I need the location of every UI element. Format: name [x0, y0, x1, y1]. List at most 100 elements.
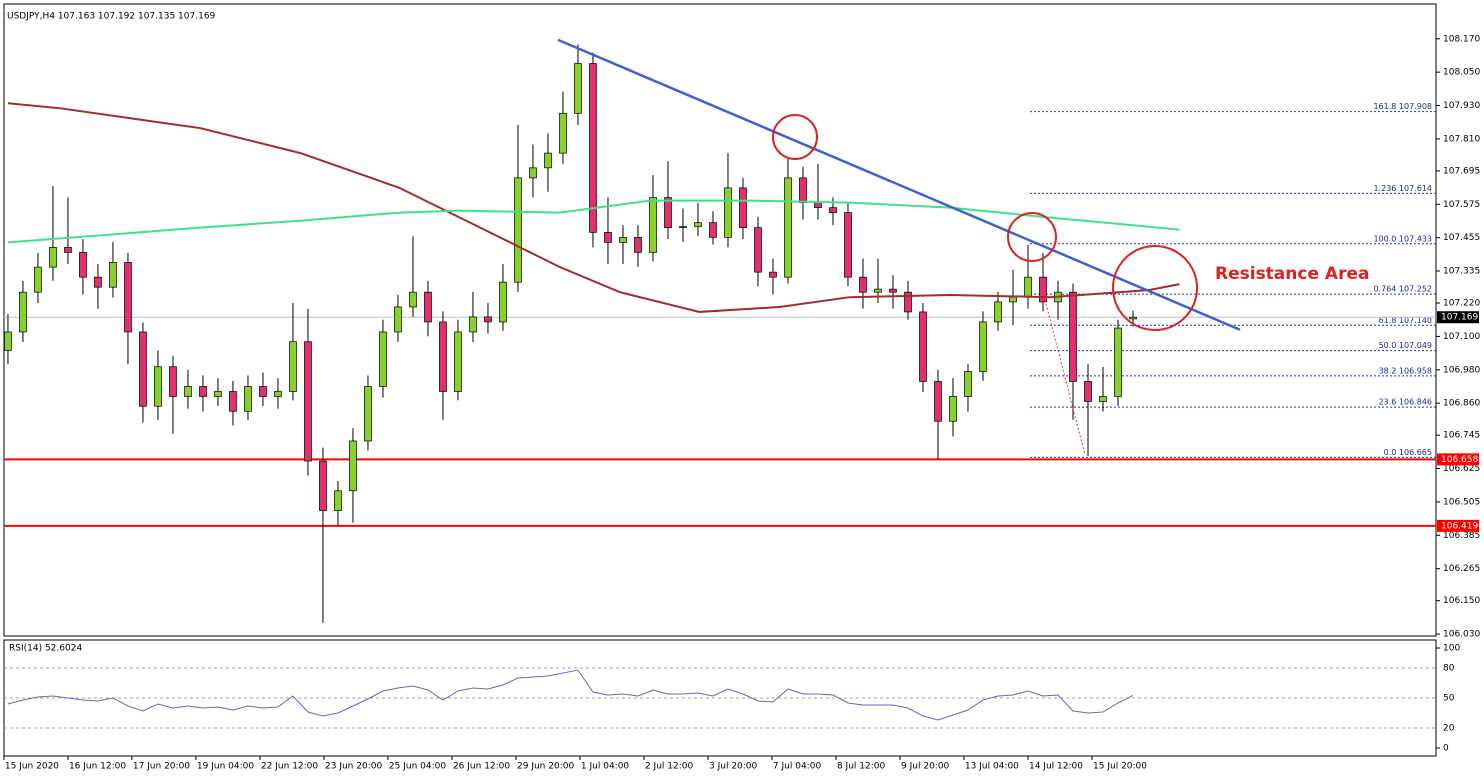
fib-label: 38.2 106.958: [1379, 366, 1432, 375]
fib-label: 61.8 107.140: [1379, 316, 1432, 325]
candle-body: [49, 247, 57, 268]
y-tick-label: 106.860: [1443, 399, 1480, 409]
current-price-label: 107.169: [1441, 313, 1478, 323]
candle-body: [1129, 316, 1137, 320]
x-tick-label: 19 Jun 04:00: [197, 762, 254, 772]
y-tick-label: 107.575: [1443, 200, 1480, 210]
y-tick-label: 106.745: [1443, 431, 1480, 441]
candle-body: [529, 167, 537, 179]
candle-body: [1009, 296, 1017, 303]
candle-body: [979, 321, 987, 372]
y-tick-label: 108.170: [1443, 34, 1480, 44]
candle-body: [799, 177, 807, 203]
annotation: Resistance Area: [1215, 264, 1369, 284]
candle-body: [814, 202, 822, 208]
candle-body: [634, 237, 642, 253]
candle-body: [619, 237, 627, 243]
candle-body: [229, 391, 237, 412]
x-tick-label: 7 Jul 04:00: [773, 762, 822, 772]
candle-body: [829, 207, 837, 213]
candle-body: [124, 262, 132, 333]
candle-body: [364, 386, 372, 442]
candle-body: [589, 63, 597, 233]
candle-body: [649, 197, 657, 253]
price-tag: [1437, 453, 1479, 466]
candle-body: [169, 366, 177, 397]
candle-body: [1114, 327, 1122, 397]
x-tick-label: 14 Jul 12:00: [1029, 762, 1083, 772]
highlight-circle: [1007, 212, 1057, 262]
candle-body: [514, 177, 522, 283]
candle-body: [394, 306, 402, 333]
fib-label: 50.0 107.049: [1379, 341, 1432, 350]
candle-body: [604, 232, 612, 243]
candle-body: [694, 222, 702, 227]
candle-body: [499, 281, 507, 323]
candle-body: [679, 226, 687, 228]
candle-body: [964, 371, 972, 397]
candle-body: [844, 212, 852, 278]
candle-body: [79, 252, 87, 278]
candle-body: [664, 197, 672, 228]
candle-body: [934, 381, 942, 422]
candle-body: [1039, 276, 1047, 303]
y-tick-label: 106.030: [1443, 630, 1480, 640]
fib-label: 0.764 107.252: [1373, 285, 1432, 294]
y-tick-label: 106.980: [1443, 365, 1480, 375]
y-tick-label: 107.100: [1443, 332, 1480, 342]
y-tick-label: 50: [1443, 694, 1455, 704]
candle-body: [889, 288, 897, 293]
indicator-line: [557, 38, 1241, 331]
x-tick-label: 15 Jul 20:00: [1093, 762, 1147, 772]
candle-body: [424, 291, 432, 323]
y-tick-label: 107.455: [1443, 233, 1480, 243]
y-tick-label: 108.050: [1443, 68, 1480, 78]
price-tag-label: 106.658: [1441, 455, 1478, 465]
main-layer: 108.170 108.050 107.930 107.810 107.695 107.5…: [3, 34, 1480, 772]
candle-body: [754, 227, 762, 273]
candle-body: [304, 341, 312, 462]
candle-body: [334, 490, 342, 511]
x-tick-label: 22 Jun 12:00: [261, 762, 318, 772]
candle-body: [139, 331, 147, 407]
candle-body: [409, 291, 417, 308]
candle-body: [319, 460, 327, 511]
candle-body: [1024, 276, 1032, 298]
y-tick-label: 20: [1443, 724, 1455, 734]
main-panel: [3, 3, 1437, 637]
fib-label: 1.236 107.614: [1373, 184, 1432, 193]
fib-label: 0.0 106.665: [1384, 448, 1432, 457]
candle-body: [214, 391, 222, 397]
symbol-header: USDJPY,H4 107.163 107.192 107.135 107.16…: [7, 12, 216, 22]
y-tick-label: 107.335: [1443, 267, 1480, 277]
y-tick-label: 106.625: [1443, 464, 1480, 474]
x-tick-label: 1 Jul 04:00: [581, 762, 630, 772]
candle-body: [1099, 396, 1107, 402]
candle-body: [919, 311, 927, 382]
candle-body: [19, 291, 27, 333]
highlight-circle: [772, 114, 818, 160]
indicator-line: [7, 102, 1180, 313]
y-tick-label: 106.505: [1443, 497, 1480, 507]
x-tick-label: 23 Jun 20:00: [325, 762, 382, 772]
candle-body: [769, 271, 777, 278]
candle-body: [724, 187, 732, 238]
candle-body: [274, 391, 282, 397]
fib-label: 161.8 107.908: [1373, 102, 1432, 111]
x-tick-label: 17 Jun 20:00: [133, 762, 190, 772]
x-tick-label: 29 Jun 20:00: [517, 762, 574, 772]
y-tick-label: 107.810: [1443, 134, 1480, 144]
candle-body: [244, 386, 252, 412]
x-tick-label: 26 Jun 12:00: [453, 762, 510, 772]
y-tick-label: 107.695: [1443, 166, 1480, 176]
candle-body: [739, 187, 747, 228]
candle-body: [469, 316, 477, 333]
candle-body: [1084, 381, 1092, 402]
highlight-circle: [1112, 245, 1198, 331]
candle-body: [559, 112, 567, 154]
fib-label: 23.6 106.846: [1379, 398, 1432, 407]
candle-body: [259, 386, 267, 397]
candle-body: [859, 276, 867, 293]
candle-body: [109, 262, 117, 288]
